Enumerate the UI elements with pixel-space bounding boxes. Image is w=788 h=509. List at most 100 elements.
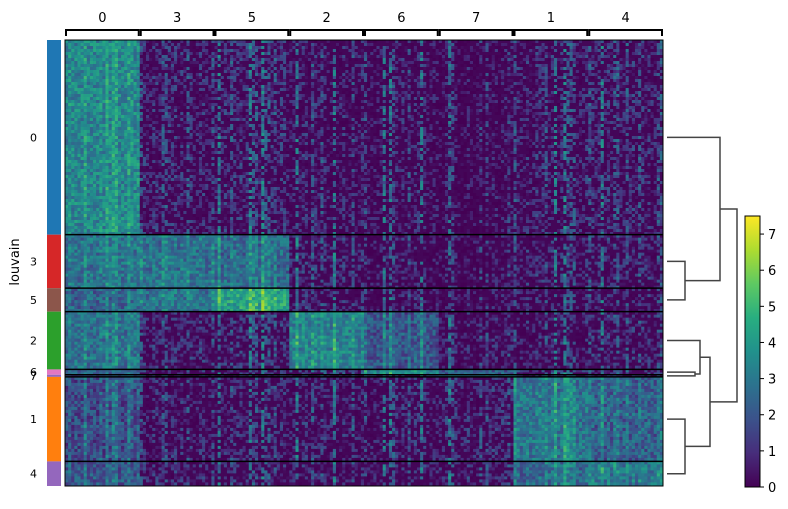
- heatmap-cell: [410, 109, 415, 113]
- heatmap-cell: [413, 70, 418, 74]
- heatmap-cell: [438, 91, 443, 95]
- heatmap-cell: [270, 100, 274, 104]
- heatmap-cell: [563, 109, 567, 113]
- heatmap-cell: [513, 46, 517, 50]
- heatmap-cell: [610, 88, 614, 92]
- heatmap-cell: [320, 58, 324, 62]
- heatmap-cell: [392, 88, 396, 92]
- heatmap-cell: [155, 46, 159, 50]
- heatmap-cell: [466, 73, 471, 77]
- heatmap-cell: [631, 100, 636, 104]
- heatmap-cell: [578, 55, 583, 59]
- heatmap-cell: [133, 91, 137, 95]
- heatmap-cell: [289, 76, 293, 80]
- heatmap-cell: [223, 91, 228, 95]
- heatmap-cell: [170, 64, 175, 68]
- heatmap-cell: [401, 100, 405, 104]
- heatmap-cell: [155, 85, 159, 89]
- heatmap-cell: [65, 88, 69, 92]
- heatmap-cell: [426, 40, 430, 44]
- heatmap-cell: [603, 49, 608, 53]
- heatmap-cell: [435, 97, 440, 101]
- heatmap-cell: [208, 70, 212, 74]
- heatmap-cell: [631, 112, 636, 116]
- heatmap-cell: [80, 43, 84, 47]
- heatmap-cell: [114, 88, 119, 92]
- heatmap-cell: [476, 106, 480, 110]
- heatmap-cell: [444, 58, 449, 62]
- heatmap-cell: [152, 40, 156, 44]
- heatmap-cell: [170, 112, 175, 116]
- heatmap-cell: [108, 40, 113, 44]
- heatmap-cell: [529, 103, 533, 107]
- heatmap-cell: [220, 82, 225, 86]
- heatmap-cell: [563, 55, 567, 59]
- heatmap-cell: [519, 112, 524, 116]
- heatmap-cell: [117, 103, 122, 107]
- heatmap-cell: [385, 88, 390, 92]
- heatmap-cell: [170, 52, 175, 56]
- heatmap-cell: [283, 55, 287, 59]
- heatmap-cell: [357, 52, 362, 56]
- heatmap-cell: [644, 40, 648, 44]
- heatmap-cell: [68, 103, 72, 107]
- heatmap-cell: [382, 64, 387, 68]
- heatmap-cell: [438, 67, 443, 71]
- heatmap-cell: [332, 79, 337, 83]
- heatmap-cell: [242, 40, 246, 44]
- heatmap-cell: [370, 100, 374, 104]
- heatmap-cell: [541, 100, 545, 104]
- heatmap-cell: [254, 55, 259, 59]
- heatmap-cell: [473, 46, 477, 50]
- heatmap-cell: [251, 55, 256, 59]
- heatmap-cell: [233, 88, 237, 92]
- column-group-bracket: [438, 29, 514, 36]
- heatmap-cell: [145, 115, 150, 119]
- heatmap-cell: [488, 49, 492, 53]
- heatmap-cell: [553, 91, 558, 95]
- heatmap-cell: [591, 79, 595, 83]
- heatmap-cell: [145, 70, 150, 74]
- heatmap-cell: [99, 85, 103, 89]
- heatmap-cell: [457, 67, 461, 71]
- heatmap-cell: [522, 91, 527, 95]
- heatmap-cell: [77, 76, 81, 80]
- heatmap-cell: [214, 85, 218, 89]
- heatmap-cell: [195, 46, 200, 50]
- heatmap-cell: [77, 40, 81, 44]
- heatmap-cell: [497, 61, 502, 65]
- heatmap-cell: [254, 58, 259, 62]
- heatmap-cell: [507, 94, 511, 98]
- heatmap-cell: [541, 82, 545, 86]
- heatmap-cell: [332, 43, 337, 47]
- heatmap-cell: [538, 55, 542, 59]
- heatmap-cell: [357, 94, 362, 98]
- heatmap-cell: [152, 67, 156, 71]
- heatmap-cell: [124, 58, 128, 62]
- heatmap-cell: [448, 88, 452, 92]
- heatmap-cell: [155, 106, 159, 110]
- heatmap-cell: [367, 40, 371, 44]
- heatmap-cell: [479, 49, 483, 53]
- heatmap-cell: [136, 52, 141, 56]
- heatmap-cell: [180, 55, 184, 59]
- heatmap-cell: [423, 55, 427, 59]
- heatmap-cell: [634, 97, 639, 101]
- heatmap-cell: [451, 100, 455, 104]
- heatmap-cell: [382, 103, 387, 107]
- heatmap-cell: [276, 82, 281, 86]
- heatmap-cell: [401, 112, 405, 116]
- heatmap-cell: [613, 82, 617, 86]
- heatmap-cell: [105, 46, 109, 50]
- heatmap-cell: [563, 73, 567, 77]
- heatmap-cell: [600, 67, 605, 71]
- heatmap-cell: [102, 109, 106, 113]
- heatmap-cell: [65, 112, 69, 116]
- row-group-label: 1: [30, 413, 37, 426]
- heatmap-cell: [283, 91, 287, 95]
- heatmap-cell: [121, 94, 125, 98]
- heatmap-cell: [628, 109, 633, 113]
- heatmap-cell: [77, 115, 81, 119]
- heatmap-cell: [659, 52, 664, 56]
- heatmap-cell: [429, 91, 433, 95]
